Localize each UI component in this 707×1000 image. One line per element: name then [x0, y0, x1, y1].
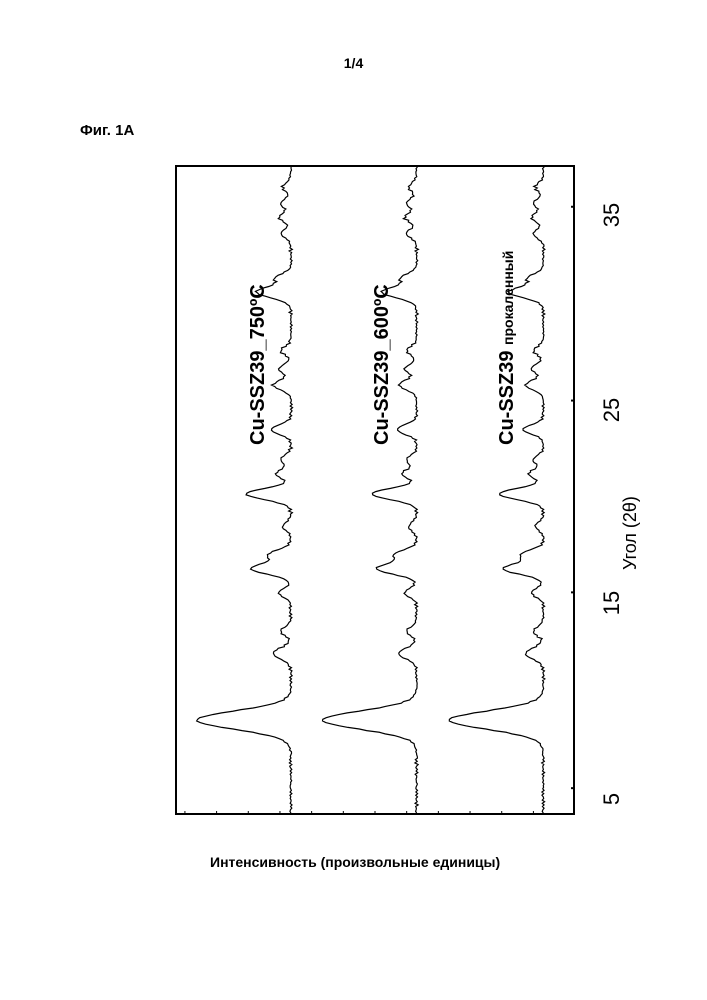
figure-label: Фиг. 1A — [80, 122, 134, 139]
tick-25: 25 — [599, 398, 625, 422]
series-label-calcined-text: Cu-SSZ39 прокаленный — [496, 251, 518, 445]
series-label-calcined: Cu-SSZ39 прокаленный — [496, 251, 519, 445]
series-label-600: Cu-SSZ39_600ºC — [371, 284, 394, 445]
intensity-axis-label: Интенсивность (произвольные единицы) — [210, 854, 500, 870]
angle-axis-label: Угол (2θ) — [620, 496, 641, 570]
page-number: 1/4 — [344, 55, 363, 71]
tick-15: 15 — [599, 591, 625, 615]
tick-35: 35 — [599, 203, 625, 227]
tick-5: 5 — [599, 793, 625, 805]
series-label-750: Cu-SSZ39_750ºC — [247, 284, 270, 445]
